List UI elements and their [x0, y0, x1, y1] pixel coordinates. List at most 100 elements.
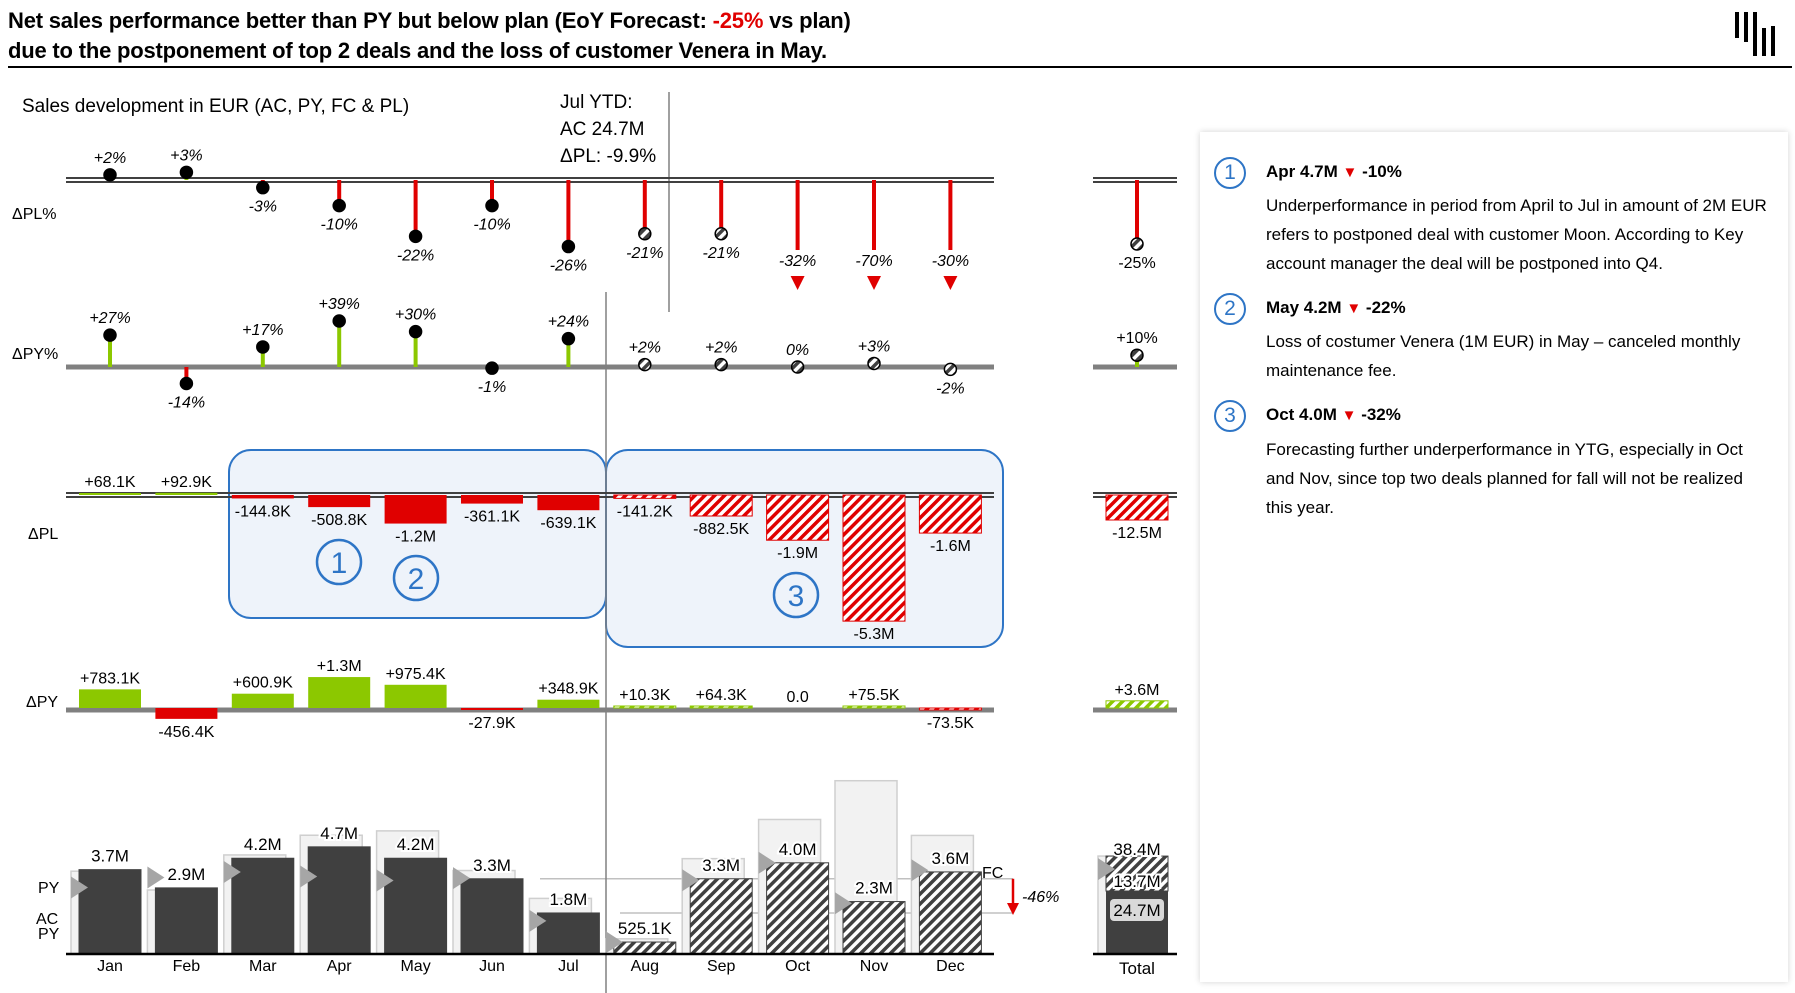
py-marker-icon [835, 892, 852, 915]
pin-label: -21% [703, 245, 740, 262]
ytd-dpl: ΔPL: -9.9% [560, 146, 656, 167]
variance-bar [613, 705, 677, 709]
comment-number-1: 1 [1214, 157, 1246, 189]
pin-dot [179, 376, 194, 391]
row-label-dpy-pct: ΔPY% [12, 346, 58, 363]
pin-dot [714, 357, 728, 372]
overflow-arrow-icon [790, 276, 805, 290]
py-marker-icon [147, 866, 165, 889]
pin-label: -26% [550, 258, 587, 275]
variance-label: +1.3M [317, 658, 362, 675]
comment-body: Forecasting further underperformance in … [1266, 440, 1743, 517]
variance-label: +975.4K [386, 666, 446, 683]
variance-bar [308, 677, 371, 708]
pin-dot [943, 362, 958, 377]
variance-bar [537, 699, 600, 708]
month-label: Mar [249, 958, 277, 975]
variance-label: -12.5M [1112, 525, 1162, 542]
pin-label: +30% [395, 307, 436, 324]
py-marker-icon [758, 851, 776, 874]
py-marker-icon [376, 869, 394, 892]
down-triangle-icon: ▼ [1342, 164, 1358, 181]
title-divider [8, 66, 1792, 68]
trend-label: -46% [1022, 889, 1059, 906]
value-label: 3.6M [932, 849, 970, 868]
comment-number-3: 3 [1214, 400, 1246, 432]
forecast-bar [918, 871, 982, 955]
variance-label: -1.6M [930, 538, 971, 555]
pin-dot [408, 229, 423, 244]
row-label-py: PY [38, 880, 60, 897]
py-marker-icon [71, 876, 88, 899]
highlight-number: 1 [331, 547, 348, 580]
pin-dot [103, 168, 117, 182]
row-label-py-2: PY [38, 926, 60, 943]
variance-label: -456.4K [158, 724, 214, 741]
month-label: Apr [327, 958, 353, 975]
actual-bar [460, 878, 524, 955]
variance-label: -1.2M [395, 529, 436, 546]
variance-label: -73.5K [927, 715, 974, 732]
chart-title: Sales development in EUR (AC, PY, FC & P… [22, 96, 409, 117]
actual-bar [231, 857, 295, 955]
variance-label: +10.3K [619, 687, 670, 704]
trend-arrowhead-icon [1007, 902, 1019, 915]
actual-bar [536, 912, 600, 955]
pin-label: -3% [249, 199, 277, 216]
row-label-dpl: ΔPL [28, 526, 58, 543]
variance-label: +68.1K [84, 474, 135, 491]
pin-label: 0% [786, 342, 809, 359]
total-ac-label-bg [1110, 899, 1164, 922]
variance-bar [461, 708, 523, 710]
month-label: Aug [631, 958, 659, 975]
pin-label: -1% [478, 379, 506, 396]
title-text-end: vs plan) [763, 8, 851, 33]
variance-bar [384, 684, 447, 708]
value-label: 4.7M [320, 824, 358, 843]
ytd-ac: AC 24.7M [560, 119, 644, 140]
pin-label: +2% [94, 150, 126, 167]
pin-dot [638, 227, 652, 241]
forecast-bar [842, 901, 906, 955]
pin-label: -70% [855, 253, 892, 270]
logo-icon [1735, 12, 1775, 56]
total-plan-label: 38.4M [1113, 840, 1160, 859]
total-label: Total [1119, 959, 1155, 978]
variance-label: 0.0 [786, 689, 808, 706]
pin-label: +3% [858, 338, 890, 355]
variance-label: +64.3K [696, 687, 747, 704]
variance-bar [918, 494, 982, 534]
total-ac-label: 24.7M [1113, 901, 1160, 920]
variance-bar [689, 705, 753, 709]
value-label: 3.7M [91, 847, 129, 866]
pin-label: +3% [170, 147, 202, 164]
py-marker-icon [453, 867, 470, 890]
month-label: Jun [479, 958, 505, 975]
value-label: 2.3M [855, 879, 893, 898]
month-label: Jan [97, 958, 123, 975]
variance-bar [613, 494, 677, 499]
comments-panel: 1 Apr 4.7M ▼ -10% Underperformance in pe… [1200, 132, 1788, 982]
pin-dot [103, 328, 117, 342]
page-title: Net sales performance better than PY but… [8, 6, 851, 66]
forecast-bar [613, 941, 677, 955]
comment-heading: Apr 4.7M ▼ -10% [1266, 162, 1402, 181]
py-marker-icon [605, 931, 623, 954]
actual-bar [154, 887, 218, 955]
pin-dot [561, 239, 576, 254]
comment-heading: Oct 4.0M ▼ -32% [1266, 405, 1401, 424]
actual-bar [307, 846, 371, 955]
pin-dot [408, 324, 423, 339]
variance-label: -361.1K [464, 509, 520, 526]
pin-dot [485, 198, 499, 213]
forecast-bar [766, 862, 830, 955]
pin-dot [256, 180, 270, 195]
pin-label: -25% [1118, 255, 1155, 272]
month-label: Feb [173, 958, 201, 975]
pin-dot [332, 198, 346, 213]
variance-bar [1105, 700, 1169, 709]
pin-label: +24% [548, 314, 589, 331]
highlight-marker [315, 538, 363, 586]
py-marker-icon [1098, 858, 1115, 881]
value-label: 4.2M [244, 835, 282, 854]
